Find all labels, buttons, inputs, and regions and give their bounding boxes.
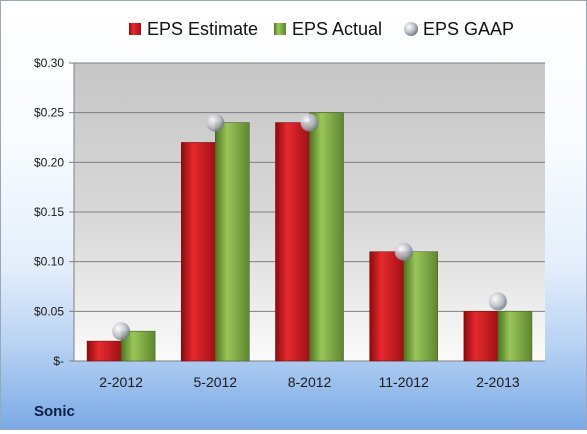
y-tick-label: $0.05 (34, 304, 64, 318)
legend-label: EPS Actual (292, 19, 382, 39)
gaap-markers (112, 113, 507, 341)
legend-swatch (274, 23, 286, 35)
legend-marker (404, 22, 418, 36)
company-name: Sonic (34, 403, 75, 420)
y-tick-label: $0.30 (34, 56, 64, 70)
x-tick-label: 2-2013 (476, 374, 520, 390)
x-tick-label: 2-2012 (99, 374, 143, 390)
marker-eps-gaap (206, 113, 225, 132)
y-tick-label: $0.10 (34, 255, 64, 269)
bar-eps-actual (403, 251, 439, 362)
bar-eps-estimate (463, 311, 499, 362)
bar-eps-actual (497, 311, 533, 362)
bar-eps-estimate (369, 251, 405, 362)
legend-swatch (129, 23, 141, 35)
legend-item: EPS Actual (274, 19, 382, 39)
legend-item: EPS GAAP (404, 19, 514, 39)
axes: $- $0.05 $0.10 $0.15 $0.20 $0.25 $0.30 2-2012 5-… (34, 56, 520, 390)
marker-eps-gaap (488, 292, 507, 311)
y-tick-label: $- (53, 354, 64, 368)
legend: EPS Estimate EPS Actual EPS GAAP (129, 19, 514, 39)
bar-eps-estimate (181, 142, 216, 362)
bars (86, 112, 533, 362)
marker-eps-gaap (394, 242, 413, 261)
x-tick-label: 5-2012 (194, 374, 238, 390)
y-tick-label: $0.25 (34, 106, 64, 120)
bar-eps-estimate (275, 122, 310, 362)
legend-label: EPS GAAP (423, 19, 514, 39)
marker-eps-gaap (112, 322, 131, 341)
bar-eps-estimate (86, 340, 122, 362)
x-tick-label: 8-2012 (288, 374, 332, 390)
y-tick-label: $0.20 (34, 155, 64, 169)
marker-eps-gaap (300, 113, 319, 132)
bar-eps-actual (215, 122, 250, 362)
legend-item: EPS Estimate (129, 19, 258, 39)
bar-eps-actual (309, 112, 344, 362)
x-tick-label: 11-2012 (379, 374, 430, 390)
legend-label: EPS Estimate (147, 19, 258, 39)
y-tick-label: $0.15 (34, 205, 64, 219)
